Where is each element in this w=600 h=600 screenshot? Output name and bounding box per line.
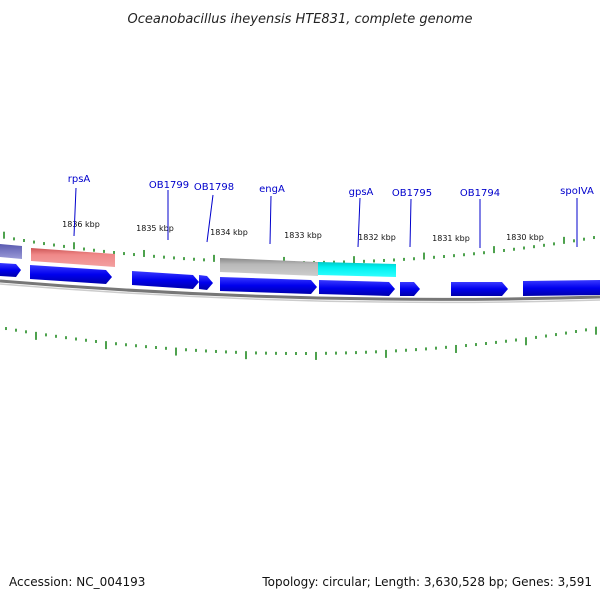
kbp-scale-labels: 1836 kbp 1835 kbp 1834 kbp 1833 kbp 1832…: [62, 220, 544, 243]
kbp-label-1836: 1836 kbp: [62, 220, 100, 229]
genome-summary: Topology: circular; Length: 3,630,528 bp…: [261, 575, 592, 589]
label-line-rpsA: [73, 187, 77, 237]
kbp-label-1830: 1830 kbp: [506, 233, 544, 242]
gene-arrow-rpsA[interactable]: [30, 265, 112, 284]
gene-label-gpsA[interactable]: gpsA: [349, 187, 374, 198]
gene-label-lines: [73, 187, 578, 248]
gene-arrow-OB1794[interactable]: [451, 282, 508, 296]
gene-label-engA[interactable]: engA: [259, 184, 285, 195]
rrna-feature-rpsA[interactable]: [31, 248, 115, 267]
kbp-label-1835: 1835 kbp: [136, 224, 174, 233]
gene-arrow-OB1795[interactable]: [400, 282, 420, 296]
feature-track: [0, 244, 396, 277]
gene-label-spoIVA[interactable]: spoIVA: [560, 186, 594, 197]
genome-backbone: [0, 279, 600, 301]
gene-label-rpsA[interactable]: rpsA: [68, 174, 91, 185]
genome-backbone-shadow: [0, 283, 600, 304]
gene-arrow-OB1798[interactable]: [199, 275, 213, 290]
kbp-label-1831: 1831 kbp: [432, 234, 470, 243]
misc-feature-engA[interactable]: [220, 258, 318, 276]
trna-feature-gpsA[interactable]: [318, 262, 396, 277]
kbp-label-1833: 1833 kbp: [284, 231, 322, 240]
kbp-label-1832: 1832 kbp: [358, 233, 396, 242]
label-line-OB1795: [409, 198, 412, 248]
lower-tick-row: [5, 326, 597, 360]
gene-arrow-track: [0, 263, 600, 296]
accession-label: Accession: NC_004193: [9, 575, 145, 589]
map-title: Oceanobacillus iheyensis HTE831, complet…: [128, 12, 473, 27]
gene-label-OB1794[interactable]: OB1794: [460, 188, 500, 199]
gene-label-OB1799[interactable]: OB1799: [149, 180, 189, 191]
gene-arrow-engA[interactable]: [220, 277, 317, 294]
gene-arrow-OB1799[interactable]: [132, 271, 199, 289]
gene-labels: rpsA OB1799 OB1798 engA gpsA OB1795 OB17…: [68, 174, 594, 199]
label-line-gpsA: [357, 197, 361, 248]
label-line-OB1798: [206, 194, 214, 243]
gene-arrow-spoIVA[interactable]: [523, 280, 600, 296]
kbp-label-1834: 1834 kbp: [210, 228, 248, 237]
gene-label-OB1798[interactable]: OB1798: [194, 182, 234, 193]
gene-arrow-gpsA[interactable]: [319, 280, 395, 296]
gene-label-OB1795[interactable]: OB1795: [392, 188, 432, 199]
label-line-engA: [269, 195, 272, 245]
purple-feature[interactable]: [0, 244, 22, 259]
gene-arrow-1[interactable]: [0, 263, 21, 277]
